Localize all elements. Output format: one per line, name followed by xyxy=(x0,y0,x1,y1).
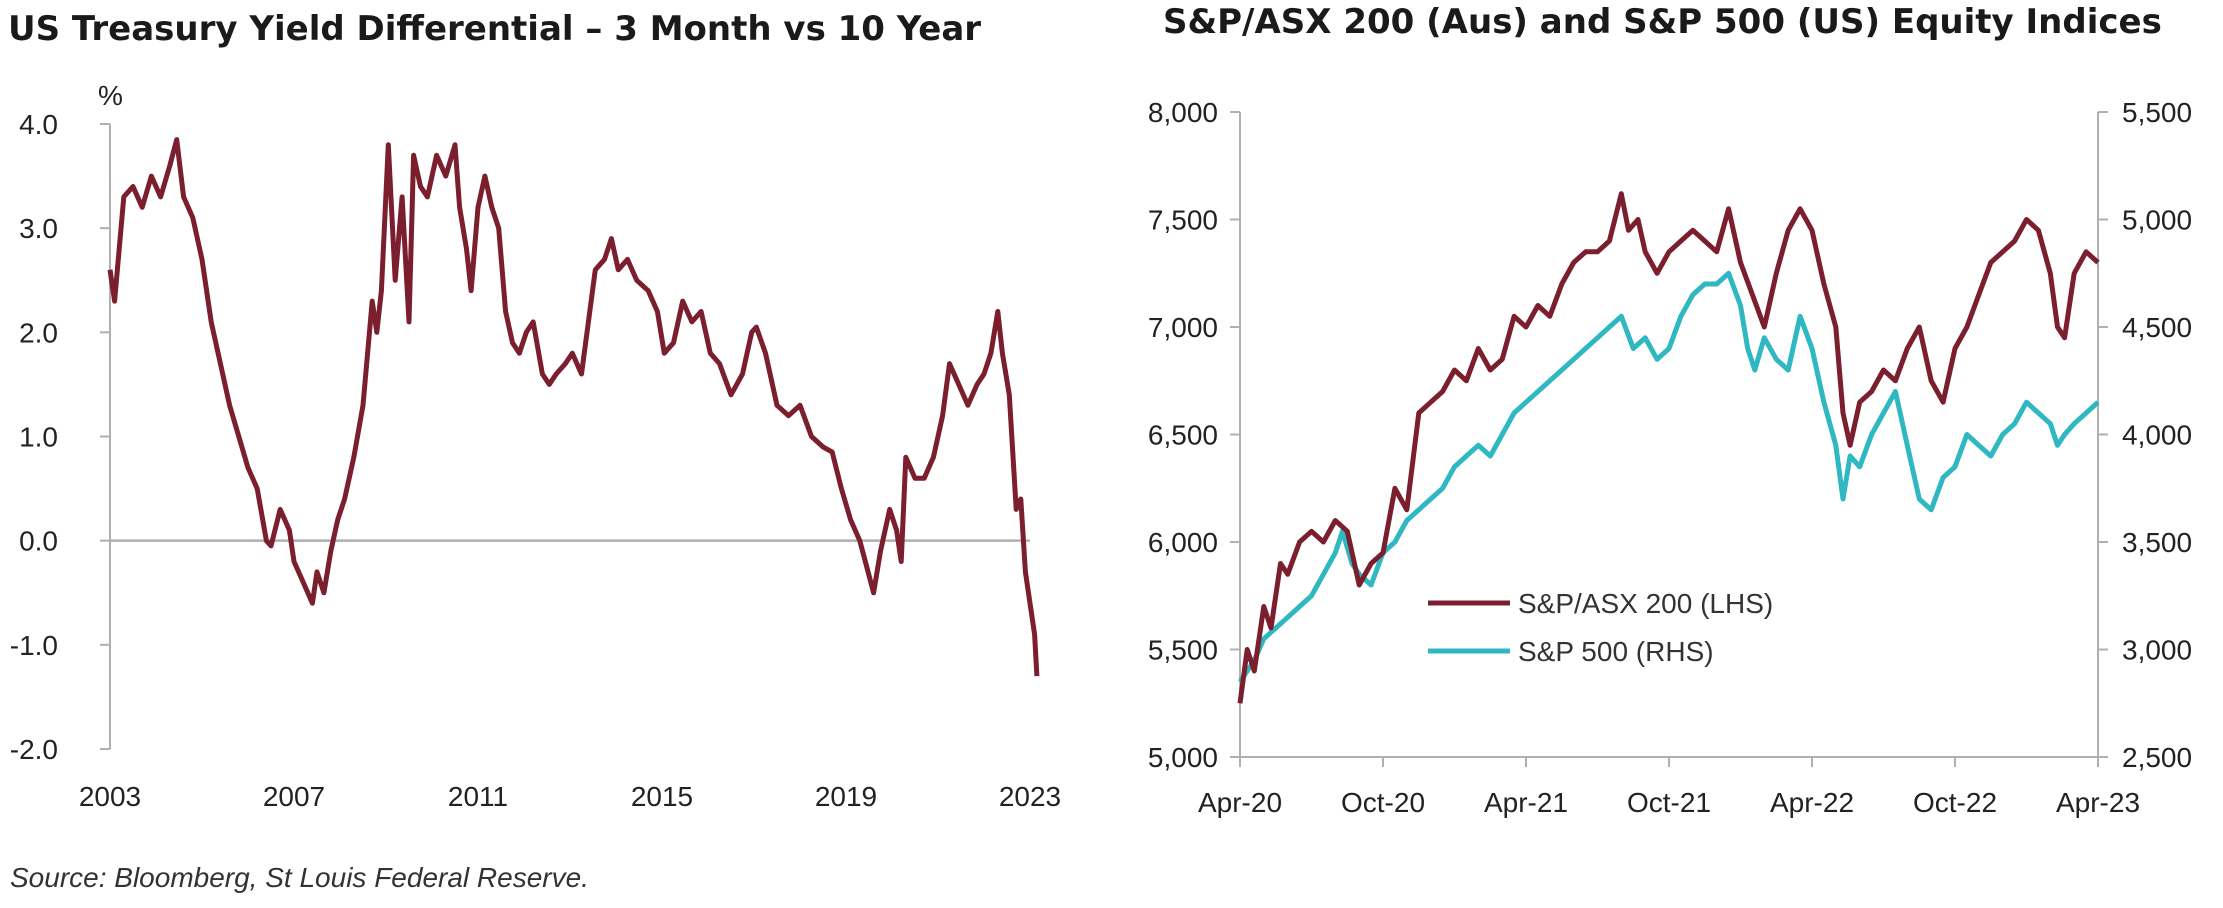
right-ly-tick-label: 5,500 xyxy=(1148,635,1218,666)
right-ry-tick-label: 4,500 xyxy=(2122,312,2192,343)
right-ly-tick-label: 7,000 xyxy=(1148,312,1218,343)
right-x-tick-label: Oct-22 xyxy=(1913,787,1997,818)
source-note: Source: Bloomberg, St Louis Federal Rese… xyxy=(10,862,589,893)
yield-differential-chart: US Treasury Yield Differential – 3 Month… xyxy=(8,9,1061,812)
right-ly-tick-label: 8,000 xyxy=(1148,97,1218,128)
left-y-tick-label: 0.0 xyxy=(19,526,58,557)
right-ly-tick-label: 6,000 xyxy=(1148,527,1218,558)
asx200-line xyxy=(1237,191,2100,704)
left-x-tick-label: 2007 xyxy=(263,781,325,812)
left-y-tick-label: 3.0 xyxy=(19,213,58,244)
left-y-tick-label: 1.0 xyxy=(19,422,58,453)
left-series xyxy=(107,137,1040,677)
right-x-tick-label: Apr-23 xyxy=(2056,787,2140,818)
equity-indices-chart: S&P/ASX 200 (Aus) and S&P 500 (US) Equit… xyxy=(1148,2,2192,818)
left-y-tick-label: -2.0 xyxy=(10,734,58,765)
right-ly-tick-label: 6,500 xyxy=(1148,420,1218,451)
left-x-tick-label: 2003 xyxy=(79,781,141,812)
left-x-tick-label: 2011 xyxy=(448,781,508,812)
right-series xyxy=(1237,191,2100,704)
right-ry-tick-label: 4,000 xyxy=(2122,420,2192,451)
left-axes xyxy=(100,123,1030,750)
left-x-tick-label: 2015 xyxy=(631,781,693,812)
right-chart-title: S&P/ASX 200 (Aus) and S&P 500 (US) Equit… xyxy=(1163,2,2162,42)
left-tick-labels: 4.0 3.0 2.0 1.0 0.0 -1.0 -2.0 2003 2007 2011 2015 2… xyxy=(10,109,1061,812)
sp500-line xyxy=(1237,270,2100,684)
right-ly-tick-label: 5,000 xyxy=(1148,742,1218,773)
yield-differential-line xyxy=(107,137,1040,677)
right-x-tick-label: Apr-21 xyxy=(1484,787,1568,818)
right-ry-tick-label: 3,000 xyxy=(2122,635,2192,666)
left-y-unit-label: % xyxy=(98,80,123,111)
left-y-tick-label: 4.0 xyxy=(19,109,58,140)
right-ry-tick-label: 2,500 xyxy=(2122,742,2192,773)
right-x-tick-label: Oct-21 xyxy=(1627,787,1711,818)
right-axes xyxy=(1230,111,2108,767)
legend-label-sp500: S&P 500 (RHS) xyxy=(1518,636,1714,667)
legend-label-asx200: S&P/ASX 200 (LHS) xyxy=(1518,588,1773,619)
right-x-tick-label: Apr-20 xyxy=(1198,787,1282,818)
right-x-tick-label: Oct-20 xyxy=(1341,787,1425,818)
right-legend: S&P/ASX 200 (LHS) S&P 500 (RHS) xyxy=(1428,588,1773,667)
right-ry-tick-label: 5,000 xyxy=(2122,205,2192,236)
right-x-tick-label: Apr-22 xyxy=(1770,787,1854,818)
right-ry-tick-label: 5,500 xyxy=(2122,97,2192,128)
left-x-tick-label: 2023 xyxy=(999,781,1061,812)
left-y-tick-label: -1.0 xyxy=(10,630,58,661)
right-ly-tick-label: 7,500 xyxy=(1148,205,1218,236)
left-y-tick-label: 2.0 xyxy=(19,317,58,348)
left-x-tick-label: 2019 xyxy=(815,781,877,812)
right-ry-tick-label: 3,500 xyxy=(2122,527,2192,558)
left-chart-title: US Treasury Yield Differential – 3 Month… xyxy=(8,9,981,49)
right-tick-labels: 8,000 7,500 7,000 6,500 6,000 5,500 5,000 5,500… xyxy=(1148,97,2192,818)
